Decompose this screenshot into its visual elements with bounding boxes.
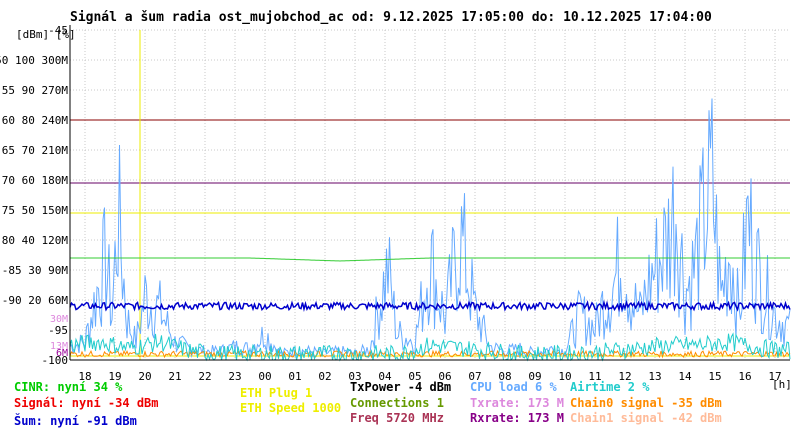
rate-tick-label: 6M bbox=[56, 348, 68, 359]
y-tick-label: -55 90 270M bbox=[0, 84, 68, 97]
legend-airtime: Airtime 2 % bbox=[570, 380, 650, 394]
legend-freq: Freq 5720 MHz bbox=[350, 411, 444, 425]
legend-rxrate: Rxrate: 173 M bbox=[470, 411, 564, 425]
legend-txrate: Txrate: 173 M bbox=[470, 396, 564, 410]
x-tick-label: 10 bbox=[558, 370, 571, 383]
x-tick-label: 22 bbox=[198, 370, 211, 383]
x-tick-label: 01 bbox=[288, 370, 301, 383]
x-tick-label: 07 bbox=[468, 370, 481, 383]
x-tick-label: 02 bbox=[318, 370, 331, 383]
x-tick-label: 09 bbox=[528, 370, 541, 383]
y-tick-label: -70 60 180M bbox=[0, 174, 68, 187]
legend-chain0-signal: Chain0 signal -35 dBm bbox=[570, 396, 722, 410]
y-axis-units-label: [dBm] [%] bbox=[16, 28, 76, 41]
x-tick-label: 05 bbox=[408, 370, 421, 383]
series-chain0-signal bbox=[69, 349, 791, 359]
y-tick-label: -45 bbox=[48, 24, 68, 37]
y-tick-label: -85 30 90M bbox=[2, 264, 69, 277]
y-tick-label: -100 bbox=[42, 354, 69, 367]
legend-txpower: TxPower -4 dBm bbox=[350, 380, 452, 394]
series-cpu-load bbox=[69, 98, 791, 359]
x-tick-label: 04 bbox=[378, 370, 392, 383]
x-axis-units-label: [h] bbox=[772, 378, 792, 391]
x-tick-label: 15 bbox=[708, 370, 721, 383]
x-tick-label: 20 bbox=[138, 370, 151, 383]
rate-tick-label: 13M bbox=[50, 341, 68, 352]
x-tick-label: 16 bbox=[738, 370, 751, 383]
legend-eth-speed: ETH Speed 1000 bbox=[240, 401, 342, 415]
tick-labels: -45 -50 100 300M -55 90 270M -60 80 240M -65… bbox=[0, 24, 782, 383]
rate-tick-label: 30M bbox=[50, 314, 68, 325]
x-tick-label: 19 bbox=[108, 370, 121, 383]
legend-cpu-load: CPU load 6 % bbox=[470, 380, 557, 394]
series--um bbox=[69, 299, 791, 313]
x-tick-label: 13 bbox=[648, 370, 661, 383]
y-tick-label: -90 20 60M bbox=[2, 294, 69, 307]
legend-chain1-signal: Chain1 signal -42 dBm bbox=[570, 411, 722, 425]
legend-eth-plug: ETH Plug 1 bbox=[240, 386, 313, 400]
y-tick-label: -80 40 120M bbox=[0, 234, 68, 247]
x-tick-label: 14 bbox=[678, 370, 692, 383]
y-tick-label: -60 80 240M bbox=[0, 114, 68, 127]
y-tick-label: -65 70 210M bbox=[0, 144, 68, 157]
legend-signal: Signál: nyní -34 dBm bbox=[14, 396, 159, 410]
legend-noise: Šum: nyní -91 dBm bbox=[14, 414, 137, 428]
y-tick-label: -95 bbox=[48, 324, 68, 337]
legend-connections: Connections 1 bbox=[350, 396, 444, 410]
chart-title: Signál a šum radia ost_mujobchod_ac od: … bbox=[70, 10, 712, 25]
x-tick-label: 17 bbox=[768, 370, 781, 383]
x-tick-label: 21 bbox=[168, 370, 181, 383]
x-tick-label: 06 bbox=[438, 370, 451, 383]
series-cinr bbox=[70, 257, 790, 262]
series-airtime bbox=[69, 332, 791, 362]
x-tick-label: 03 bbox=[348, 370, 361, 383]
y-tick-label: -50 100 300M bbox=[0, 54, 68, 67]
series-layer bbox=[69, 98, 791, 362]
x-tick-label: 18 bbox=[78, 370, 91, 383]
x-tick-label: 12 bbox=[618, 370, 631, 383]
x-tick-label: 08 bbox=[498, 370, 511, 383]
legend-cinr: CINR: nyní 34 % bbox=[14, 380, 123, 394]
axes bbox=[69, 25, 790, 361]
x-tick-label: 00 bbox=[258, 370, 271, 383]
x-tick-label: 11 bbox=[588, 370, 601, 383]
y-tick-label: -75 50 150M bbox=[0, 204, 68, 217]
x-tick-label: 23 bbox=[228, 370, 241, 383]
